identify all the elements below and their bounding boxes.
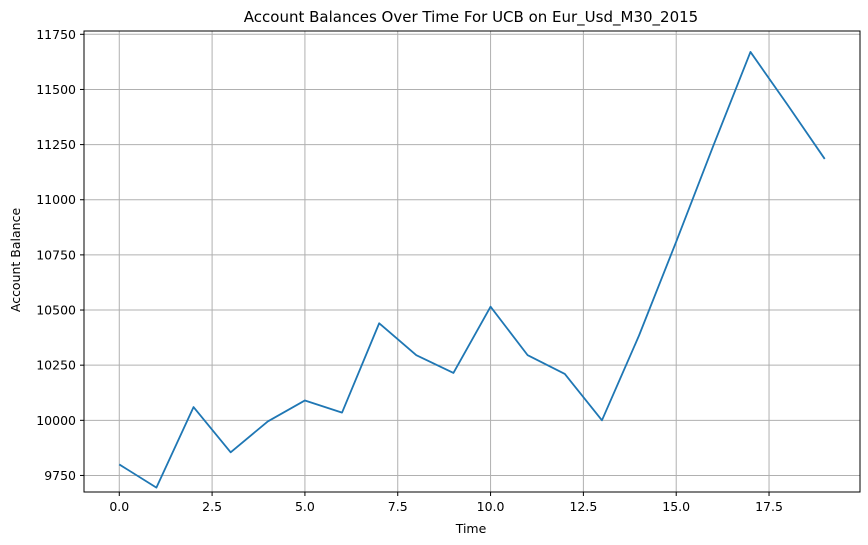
x-tick-label: 10.0: [477, 499, 505, 514]
x-tick-label: 0.0: [109, 499, 129, 514]
grid-lines: [84, 31, 860, 492]
x-tick-label: 5.0: [295, 499, 315, 514]
x-axis-label: Time: [455, 521, 487, 536]
series-layer: [118, 51, 826, 489]
y-tick-label: 10000: [36, 413, 76, 428]
chart-title: Account Balances Over Time For UCB on Eu…: [244, 8, 698, 27]
x-tick-label: 15.0: [662, 499, 690, 514]
x-axis: 0.0 2.5 5.0 7.5 10.0 12.5 15.0 17.5: [109, 492, 783, 514]
y-tick-label: 10750: [36, 247, 76, 262]
y-axis-label: Account Balance: [8, 208, 23, 313]
y-tick-label: 10500: [36, 303, 76, 318]
x-tick-label: 7.5: [388, 499, 408, 514]
y-axis: 9750 10000 10250 10500 10750 11000 11250 11500 1…: [36, 27, 84, 483]
series-line: [118, 51, 826, 489]
y-tick-label: 11000: [36, 192, 76, 207]
y-tick-label: 9750: [44, 468, 76, 483]
x-tick-label: 17.5: [755, 499, 783, 514]
x-tick-label: 12.5: [569, 499, 597, 514]
plot-frame: [83, 30, 861, 493]
y-tick-label: 11250: [36, 137, 76, 152]
y-tick-label: 11750: [36, 27, 76, 42]
y-tick-label: 10250: [36, 358, 76, 373]
y-tick-label: 11500: [36, 82, 76, 97]
x-tick-label: 2.5: [202, 499, 222, 514]
